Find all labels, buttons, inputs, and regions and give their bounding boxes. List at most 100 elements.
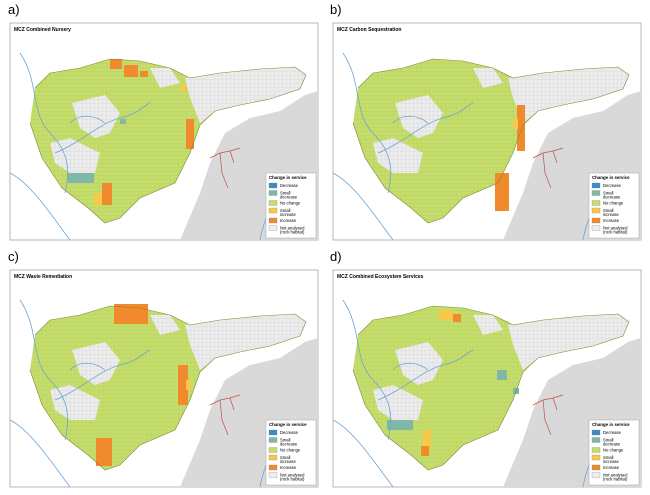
map-panel: MCZ Carbon Sequestration Change in servic… bbox=[332, 22, 642, 241]
river bbox=[332, 419, 394, 488]
legend-label: No change bbox=[280, 200, 301, 205]
legend-swatch bbox=[591, 225, 601, 231]
legend-label: Decrease bbox=[280, 183, 299, 188]
legend-label: increase bbox=[603, 459, 619, 464]
river bbox=[342, 52, 392, 194]
not-analysed-area bbox=[373, 385, 423, 420]
change-patch bbox=[186, 119, 194, 149]
legend-swatch bbox=[268, 225, 278, 231]
not-analysed-area bbox=[508, 314, 629, 370]
river bbox=[19, 52, 69, 194]
not-analysed-area bbox=[72, 95, 120, 138]
legend-swatch bbox=[268, 464, 278, 471]
legend-label: decrease bbox=[280, 442, 298, 447]
not-analysed-area bbox=[395, 342, 443, 385]
legend-swatch bbox=[591, 472, 601, 478]
map-title: MCZ Combined Nursery bbox=[14, 27, 71, 33]
legend-swatch bbox=[591, 207, 601, 214]
legend-swatch bbox=[591, 437, 601, 443]
not-analysed-area bbox=[185, 314, 306, 370]
change-patch bbox=[140, 71, 148, 77]
legend-label: Not analysed bbox=[280, 225, 305, 230]
legend-label: increase bbox=[603, 212, 619, 217]
legend-label: Small bbox=[280, 437, 291, 442]
map-panel: MCZ Waste Remediation Change in service De… bbox=[9, 269, 319, 488]
not-analysed-area bbox=[50, 385, 100, 420]
legend-title: Change in service bbox=[269, 422, 307, 427]
change-patch bbox=[178, 365, 188, 405]
river bbox=[342, 299, 392, 441]
legend-title: Change in service bbox=[269, 175, 307, 180]
legend-label: Small bbox=[603, 455, 614, 460]
river bbox=[9, 172, 71, 241]
panel-label: b) bbox=[330, 2, 342, 17]
legend-label: Small bbox=[603, 437, 614, 442]
river bbox=[377, 102, 474, 154]
river bbox=[54, 349, 151, 401]
not-analysed-area bbox=[373, 138, 423, 173]
panel-label: a) bbox=[8, 2, 20, 17]
legend-swatch bbox=[268, 200, 278, 206]
legend-label: (rock habitat) bbox=[280, 230, 305, 235]
legend: Change in serviceDecreaseSmalldecreaseNo… bbox=[588, 172, 640, 239]
river bbox=[377, 349, 474, 401]
river bbox=[69, 115, 106, 124]
change-patch bbox=[387, 420, 413, 430]
change-patch bbox=[453, 314, 461, 322]
legend-label: Increase bbox=[603, 218, 620, 223]
legend-label: Not analysed bbox=[280, 472, 305, 477]
estuary bbox=[532, 394, 564, 436]
legend-swatch bbox=[591, 182, 601, 189]
legend-swatch bbox=[591, 464, 601, 471]
change-patch bbox=[495, 173, 509, 211]
change-patch bbox=[68, 173, 94, 183]
legend-label: Decrease bbox=[603, 183, 622, 188]
map-title: MCZ Carbon Sequestration bbox=[337, 27, 401, 33]
legend: Change in serviceDecreaseSmalldecreaseNo… bbox=[265, 419, 317, 486]
legend-swatch bbox=[268, 454, 278, 461]
legend-label: (rock habitat) bbox=[280, 477, 305, 482]
legend-swatch bbox=[268, 190, 278, 196]
legend-swatch bbox=[591, 190, 601, 196]
not-analysed-area bbox=[150, 68, 180, 88]
legend-swatch bbox=[591, 429, 601, 436]
change-patch bbox=[513, 119, 518, 129]
estuary bbox=[532, 147, 564, 189]
not-analysed-area bbox=[395, 95, 443, 138]
legend-swatch bbox=[268, 437, 278, 443]
legend-swatch bbox=[591, 217, 601, 224]
legend-label: Small bbox=[280, 455, 291, 460]
river bbox=[69, 362, 106, 371]
legend-label: Not analysed bbox=[603, 472, 628, 477]
change-patch bbox=[110, 59, 122, 69]
map-title: MCZ Combined Ecosystem Services bbox=[337, 274, 424, 280]
change-patch bbox=[497, 370, 507, 380]
legend-title: Change in service bbox=[592, 422, 630, 427]
legend-label: increase bbox=[280, 212, 296, 217]
map-panel: MCZ Combined Ecosystem Services Change in… bbox=[332, 269, 642, 488]
change-patch bbox=[114, 304, 148, 324]
map-panel: MCZ Combined Nursery Change in service Dec… bbox=[9, 22, 319, 241]
coastline bbox=[352, 58, 630, 224]
change-patch bbox=[421, 446, 429, 456]
legend-label: (rock habitat) bbox=[603, 477, 628, 482]
legend-label: Small bbox=[603, 208, 614, 213]
legend-label: (rock habitat) bbox=[603, 230, 628, 235]
change-patch bbox=[186, 380, 191, 390]
map-title: MCZ Waste Remediation bbox=[14, 274, 72, 280]
change-patch bbox=[94, 193, 102, 205]
coastline bbox=[29, 58, 307, 224]
river bbox=[19, 299, 69, 441]
legend: Change in serviceDecreaseSmalldecreaseNo… bbox=[588, 419, 640, 486]
river bbox=[392, 362, 429, 371]
not-analysed-area bbox=[50, 138, 100, 173]
not-analysed-area bbox=[185, 67, 306, 123]
not-analysed-area bbox=[508, 67, 629, 123]
legend-label: No change bbox=[603, 200, 624, 205]
legend-label: No change bbox=[603, 447, 624, 452]
legend-swatch bbox=[591, 447, 601, 453]
change-patch bbox=[124, 65, 138, 77]
legend-swatch bbox=[591, 454, 601, 461]
coastline bbox=[29, 305, 307, 471]
